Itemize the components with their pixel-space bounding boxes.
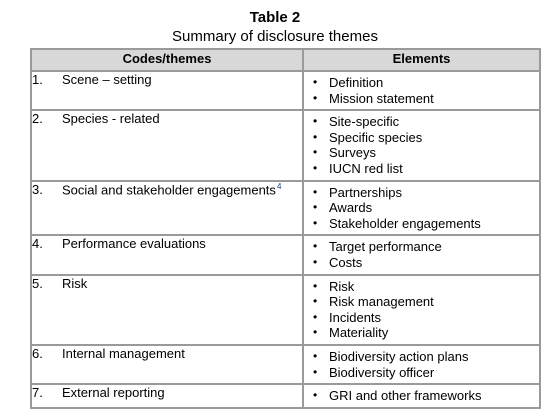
theme-cell: 7. External reporting	[30, 383, 304, 409]
theme-number: 6.	[32, 345, 43, 361]
table-caption: Summary of disclosure themes	[172, 28, 378, 45]
table-body: 1. Scene – setting DefinitionMission state…	[30, 69, 541, 409]
theme-number: 7.	[32, 385, 43, 401]
table-row: 2. Species - related Site-specificSpecific…	[30, 109, 541, 182]
theme-number: 3.	[32, 181, 43, 197]
theme-label: Species - related	[62, 111, 160, 127]
element-item: Incidents	[313, 310, 539, 326]
theme-cell: 5. Risk	[30, 273, 304, 346]
element-item: Costs	[313, 255, 539, 271]
theme-cell: 2. Species - related	[30, 109, 304, 182]
table-row: 4. Performance evaluations Target performa…	[30, 234, 541, 276]
elements-list: PartnershipsAwardsStakeholder engagement…	[304, 182, 539, 235]
theme-cell: 4. Performance evaluations	[30, 234, 304, 276]
theme-number: 4.	[32, 236, 43, 252]
theme-label: Internal management	[62, 345, 185, 361]
table-row: 3. Social and stakeholder engagements4 Par…	[30, 179, 541, 237]
column-header-elements: Elements	[302, 48, 541, 72]
element-item: Definition	[313, 75, 539, 91]
element-item: Risk management	[313, 294, 539, 310]
elements-list: GRI and other frameworks	[304, 385, 539, 407]
theme-cell: 6. Internal management	[30, 343, 304, 386]
theme-number: 5.	[32, 275, 43, 291]
element-item: Materiality	[313, 325, 539, 341]
elements-cell: Site-specificSpecific speciesSurveysIUCN…	[302, 109, 541, 182]
elements-list: Target performanceCosts	[304, 236, 539, 273]
elements-list: DefinitionMission statement	[304, 72, 539, 109]
element-item: Biodiversity action plans	[313, 349, 539, 365]
element-item: Surveys	[313, 145, 539, 161]
element-item: Target performance	[313, 239, 539, 255]
element-item: Specific species	[313, 130, 539, 146]
element-item: Mission statement	[313, 91, 539, 107]
theme-label: Risk	[62, 275, 88, 291]
element-item: Stakeholder engagements	[313, 216, 539, 232]
table-row: 6. Internal management Biodiversity action…	[30, 343, 541, 386]
elements-cell: PartnershipsAwardsStakeholder engagement…	[302, 179, 541, 237]
element-item: Site-specific	[313, 114, 539, 130]
disclosure-themes-table: Codes/themes Elements 1. Scene – setting D…	[30, 48, 541, 409]
elements-list: Site-specificSpecific speciesSurveysIUCN…	[304, 111, 539, 179]
element-item: Partnerships	[313, 185, 539, 201]
theme-label: External reporting	[62, 385, 165, 401]
elements-cell: DefinitionMission statement	[302, 69, 541, 112]
theme-cell: 1. Scene – setting	[30, 69, 304, 112]
theme-number: 1.	[32, 72, 43, 87]
column-header-codes-themes: Codes/themes	[30, 48, 304, 72]
elements-list: RiskRisk managementIncidentsMateriality	[304, 276, 539, 344]
elements-list: Biodiversity action plansBiodiversity of…	[304, 346, 539, 383]
theme-label: Scene – setting	[62, 72, 152, 87]
element-item: Awards	[313, 200, 539, 216]
table-row: 5.RiskRiskRisk managementIncidentsMateri…	[30, 273, 541, 346]
element-item: IUCN red list	[313, 161, 539, 177]
table-row: 7. External reporting GRI and other framew…	[30, 383, 541, 409]
header-row: Codes/themes Elements	[30, 48, 541, 72]
elements-cell: GRI and other frameworks	[302, 383, 541, 409]
theme-label: Performance evaluations	[62, 236, 206, 252]
elements-cell: Target performanceCosts	[302, 234, 541, 276]
theme-number: 2.	[32, 111, 43, 127]
element-item: Risk	[313, 279, 539, 295]
element-item: Biodiversity officer	[313, 365, 539, 381]
elements-cell: Biodiversity action plansBiodiversity of…	[302, 343, 541, 386]
table-label: Table 2	[249, 9, 301, 26]
elements-cell: RiskRisk managementIncidentsMateriality	[302, 273, 541, 346]
theme-cell: 3. Social and stakeholder engagements4	[30, 179, 304, 237]
theme-label: Social and stakeholder engagements	[62, 181, 276, 197]
footnote-marker[interactable]: 4	[276, 181, 282, 191]
element-item: GRI and other frameworks	[313, 388, 539, 404]
table-row: 1. Scene – setting DefinitionMission state…	[30, 69, 541, 112]
